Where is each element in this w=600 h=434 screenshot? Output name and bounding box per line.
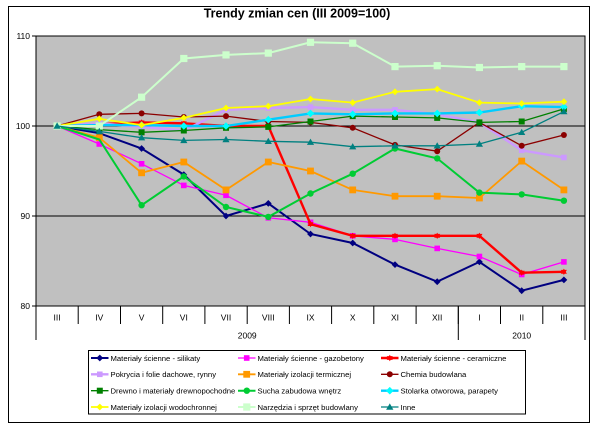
svg-text:VIII: VIII (262, 313, 275, 323)
svg-text:Materiały izolacji termicznej: Materiały izolacji termicznej (258, 370, 352, 379)
svg-text:110: 110 (16, 31, 30, 41)
svg-text:VII: VII (221, 313, 231, 323)
svg-text:Stolarka otworowa, parapety: Stolarka otworowa, parapety (401, 387, 499, 396)
svg-text:II: II (519, 313, 524, 323)
svg-text:2010: 2010 (512, 331, 531, 341)
svg-text:IV: IV (95, 313, 103, 323)
svg-text:VI: VI (180, 313, 188, 323)
svg-text:III: III (54, 313, 61, 323)
svg-text:80: 80 (21, 301, 31, 311)
svg-text:Materiały ścienne - gazobetony: Materiały ścienne - gazobetony (258, 354, 365, 363)
svg-text:III: III (560, 313, 567, 323)
svg-text:2009: 2009 (238, 331, 257, 341)
svg-text:Pokrycia i folie dachowe, rynn: Pokrycia i folie dachowe, rynny (111, 370, 217, 379)
svg-text:V: V (139, 313, 145, 323)
svg-text:Sucha zabudowa wnętrz: Sucha zabudowa wnętrz (258, 387, 342, 396)
svg-text:IX: IX (306, 313, 314, 323)
svg-text:X: X (350, 313, 356, 323)
svg-text:Drewno i materiały drewnopocho: Drewno i materiały drewnopochodne (111, 387, 236, 396)
svg-text:Materiały ścienne - silikaty: Materiały ścienne - silikaty (111, 354, 201, 363)
svg-text:100: 100 (16, 121, 30, 131)
svg-text:Inne: Inne (401, 403, 416, 412)
svg-text:Chemia budowlana: Chemia budowlana (401, 370, 468, 379)
svg-text:Trendy zmian cen (III 2009=100: Trendy zmian cen (III 2009=100) (204, 7, 391, 21)
svg-text:XI: XI (391, 313, 399, 323)
svg-text:Materiały izolacji wodochronne: Materiały izolacji wodochronnej (111, 403, 218, 412)
svg-text:I: I (478, 313, 480, 323)
svg-text:Narzędzia i sprzęt budowlany: Narzędzia i sprzęt budowlany (258, 403, 359, 412)
svg-text:XII: XII (432, 313, 442, 323)
svg-text:Materiały ścienne - ceramiczne: Materiały ścienne - ceramiczne (401, 354, 507, 363)
svg-text:90: 90 (21, 211, 31, 221)
